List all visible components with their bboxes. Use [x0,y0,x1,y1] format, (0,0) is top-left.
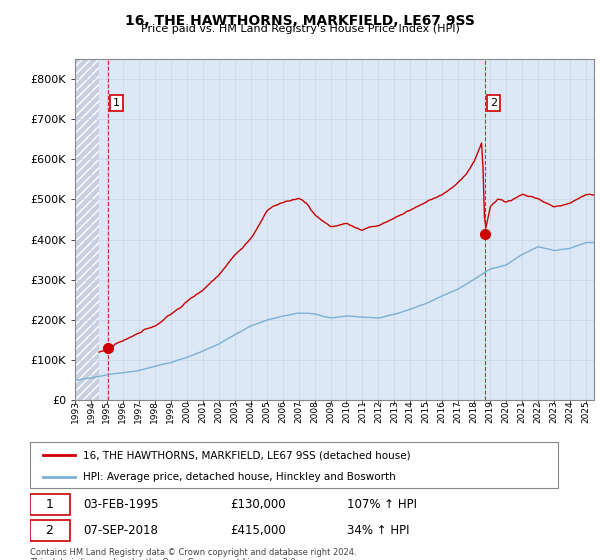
Text: 2002: 2002 [214,400,223,423]
Text: 2: 2 [46,524,53,537]
Text: 2004: 2004 [246,400,255,423]
Text: £415,000: £415,000 [230,524,286,537]
Text: 1996: 1996 [118,400,127,423]
Text: 2003: 2003 [230,400,239,423]
Bar [30,520,70,540]
Text: 16, THE HAWTHORNS, MARKFIELD, LE67 9SS: 16, THE HAWTHORNS, MARKFIELD, LE67 9SS [125,14,475,28]
Text: 2016: 2016 [438,400,447,423]
Text: 1995: 1995 [103,400,112,423]
Text: 2: 2 [490,98,497,108]
Text: 2020: 2020 [502,400,511,423]
Bar [30,494,70,515]
Text: 1994: 1994 [86,400,95,423]
Bar [75,59,99,400]
Text: 2007: 2007 [294,400,303,423]
Text: 2025: 2025 [581,400,590,423]
Text: 2000: 2000 [182,400,191,423]
Text: 2014: 2014 [406,400,415,423]
Text: 1993: 1993 [71,400,79,423]
Text: 34% ↑ HPI: 34% ↑ HPI [347,524,409,537]
Text: 1: 1 [113,98,120,108]
Text: 07-SEP-2018: 07-SEP-2018 [83,524,158,537]
Text: 2023: 2023 [550,400,559,423]
Text: 2017: 2017 [454,400,463,423]
Text: £130,000: £130,000 [230,498,286,511]
Text: 1997: 1997 [134,400,143,423]
Text: 2010: 2010 [342,400,351,423]
Text: 2012: 2012 [374,400,383,423]
Text: 1: 1 [46,498,53,511]
Text: 03-FEB-1995: 03-FEB-1995 [83,498,158,511]
Text: 2022: 2022 [533,400,542,423]
Text: 2006: 2006 [278,400,287,423]
Text: 1998: 1998 [151,400,160,423]
Text: 2024: 2024 [566,400,575,423]
Text: 2021: 2021 [518,400,527,423]
Text: 1999: 1999 [166,400,175,423]
Text: 2008: 2008 [310,400,319,423]
Text: 2009: 2009 [326,400,335,423]
Text: 2005: 2005 [262,400,271,423]
Text: HPI: Average price, detached house, Hinckley and Bosworth: HPI: Average price, detached house, Hinc… [83,472,395,482]
Text: Price paid vs. HM Land Registry's House Price Index (HPI): Price paid vs. HM Land Registry's House … [140,24,460,34]
Text: 2013: 2013 [390,400,399,423]
Text: 2015: 2015 [422,400,431,423]
Text: 2011: 2011 [358,400,367,423]
Text: Contains HM Land Registry data © Crown copyright and database right 2024.
This d: Contains HM Land Registry data © Crown c… [30,548,356,560]
Text: 2019: 2019 [486,400,495,423]
Text: 2001: 2001 [198,400,207,423]
Text: 2018: 2018 [470,400,479,423]
Text: 107% ↑ HPI: 107% ↑ HPI [347,498,417,511]
Text: 16, THE HAWTHORNS, MARKFIELD, LE67 9SS (detached house): 16, THE HAWTHORNS, MARKFIELD, LE67 9SS (… [83,450,410,460]
